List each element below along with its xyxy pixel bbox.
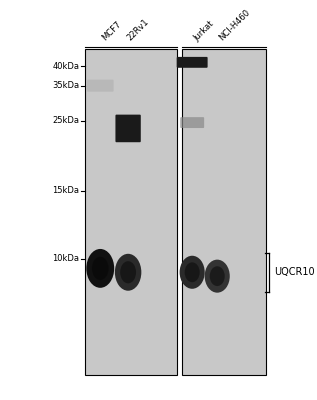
Ellipse shape [120,261,136,283]
Text: 22Rv1: 22Rv1 [125,18,151,43]
Ellipse shape [92,257,109,280]
Ellipse shape [210,266,225,286]
Ellipse shape [184,262,200,282]
Text: 35kDa: 35kDa [52,81,79,90]
FancyBboxPatch shape [182,49,266,375]
Ellipse shape [180,256,205,289]
Text: 25kDa: 25kDa [52,116,79,125]
FancyBboxPatch shape [177,57,208,68]
Ellipse shape [86,249,114,288]
FancyBboxPatch shape [180,117,204,128]
Text: Jurkat: Jurkat [192,19,216,43]
Text: 15kDa: 15kDa [52,186,79,195]
Text: MCF7: MCF7 [100,20,123,43]
FancyBboxPatch shape [115,115,141,142]
FancyBboxPatch shape [87,80,113,92]
Text: 10kDa: 10kDa [52,254,79,263]
Ellipse shape [115,254,141,291]
Text: 40kDa: 40kDa [52,62,79,71]
Text: NCI-H460: NCI-H460 [217,8,252,43]
Ellipse shape [205,260,230,293]
FancyBboxPatch shape [85,49,177,375]
Text: UQCR10: UQCR10 [274,267,315,277]
